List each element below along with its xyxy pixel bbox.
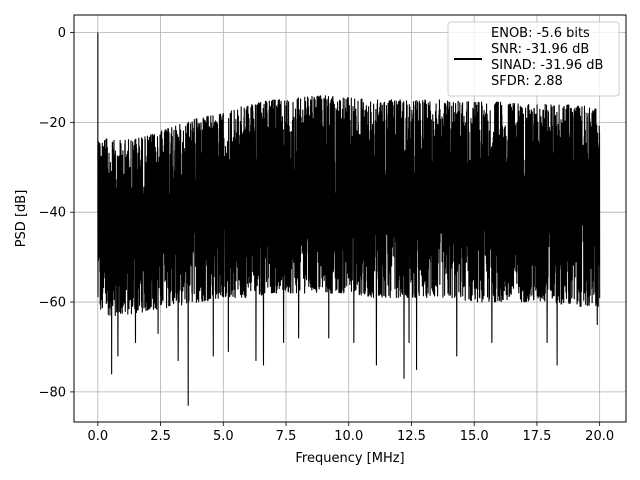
y-tick-label: −60 [39,296,66,311]
x-axis-label: Frequency [MHz] [295,451,404,466]
plot-area [97,32,601,406]
x-axis: 0.0 2.5 5.0 7.5 10.0 12.5 15.0 17.5 20.0 [87,422,614,444]
x-tick-label: 12.5 [397,429,426,444]
y-tick-label: −40 [39,206,66,221]
x-tick-label: 15.0 [460,429,489,444]
y-axis-label: PSD [dB] [14,190,29,248]
x-tick-label: 7.5 [276,429,297,444]
psd-series-line [97,32,601,406]
y-tick-label: −20 [39,116,66,131]
x-tick-label: 2.5 [150,429,171,444]
legend: ENOB: -5.6 bits SNR: -31.96 dB SINAD: -31.… [447,21,620,97]
legend-label: ENOB: -5.6 bits SNR: -31.96 dB SINAD: -31.… [491,26,603,89]
x-tick-label: 0.0 [87,429,108,444]
x-tick-label: 20.0 [585,429,614,444]
y-axis: 0 −20 −40 −60 −80 [39,26,74,400]
axes-frame [73,14,627,423]
y-tick-label: −80 [39,385,66,400]
x-tick-label: 10.0 [334,429,363,444]
y-tick-label: 0 [58,26,66,41]
x-tick-label: 5.0 [213,429,234,444]
legend-box [447,21,620,97]
x-tick-label: 17.5 [522,429,551,444]
